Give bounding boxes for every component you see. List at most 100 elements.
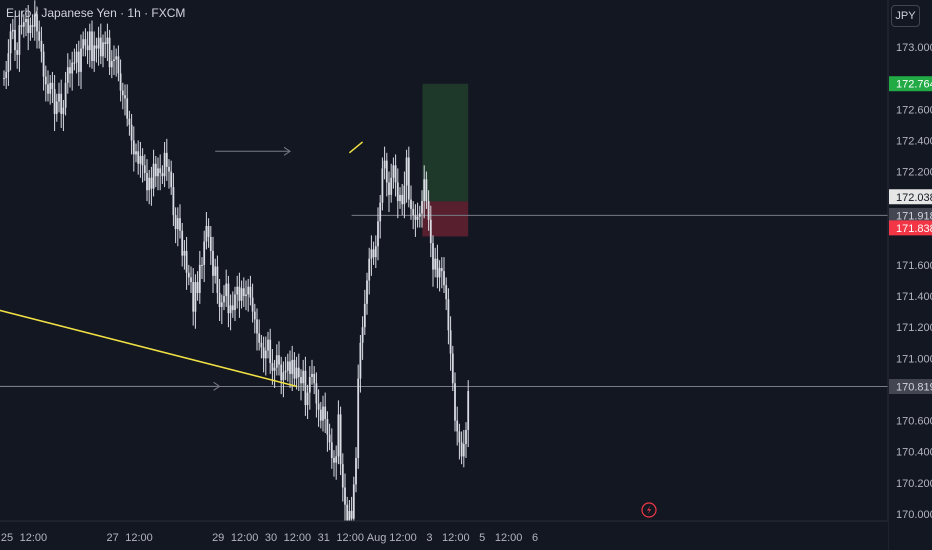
candle	[405, 157, 408, 186]
candle	[205, 226, 208, 242]
candle	[284, 370, 287, 373]
candle	[390, 177, 393, 195]
price-label	[889, 220, 932, 236]
candle	[179, 218, 181, 231]
candle	[5, 71, 8, 79]
x-tick-label: 25	[1, 532, 13, 544]
candle	[403, 185, 406, 205]
candle	[40, 40, 43, 52]
y-tick-label: 170.000	[896, 509, 932, 521]
candle	[308, 377, 311, 393]
x-tick-label: 5	[479, 532, 485, 544]
time-axis[interactable]	[0, 521, 888, 550]
candle	[315, 383, 318, 404]
candle	[106, 37, 109, 44]
candle	[388, 182, 390, 195]
candle	[25, 18, 27, 23]
candle	[293, 359, 296, 379]
candle	[108, 37, 111, 68]
candle	[273, 367, 276, 371]
candle	[93, 45, 96, 62]
candle	[326, 419, 329, 435]
candle	[458, 431, 461, 443]
candle	[33, 14, 36, 27]
candle	[401, 194, 404, 205]
candle	[157, 168, 159, 177]
candle	[22, 22, 25, 27]
price-axis[interactable]	[888, 0, 932, 550]
candle	[242, 288, 245, 297]
candle	[350, 510, 353, 519]
candle	[440, 268, 443, 272]
candle	[396, 182, 399, 202]
candle	[357, 378, 360, 458]
candle	[3, 78, 5, 80]
candle	[168, 166, 170, 172]
x-tick-label: 12:00	[20, 532, 48, 544]
candle	[339, 414, 342, 465]
candle	[355, 457, 357, 485]
trendline[interactable]	[348, 141, 364, 154]
candle	[18, 25, 21, 55]
candle	[344, 487, 346, 505]
y-tick-label: 172.600	[896, 104, 932, 116]
candle	[154, 163, 157, 177]
candle	[143, 165, 146, 174]
candle	[304, 370, 307, 406]
currency-button[interactable]: JPY	[891, 5, 920, 27]
candle	[438, 268, 441, 278]
candle	[467, 391, 470, 430]
lightning-bolt-icon[interactable]	[641, 502, 657, 518]
price-label-text: 172.038	[896, 192, 932, 204]
arrow-head	[213, 381, 221, 391]
y-tick-label: 173.000	[896, 42, 932, 54]
candle	[443, 271, 445, 286]
candle	[97, 37, 100, 49]
candle	[363, 303, 366, 328]
candle	[434, 258, 437, 270]
candle	[436, 258, 439, 278]
candle	[115, 56, 118, 60]
candle	[451, 353, 454, 384]
candle	[445, 285, 448, 300]
candle	[324, 406, 327, 420]
candle	[407, 157, 410, 200]
candle	[278, 355, 280, 365]
candle	[91, 31, 93, 62]
candle	[319, 409, 322, 421]
candle	[113, 59, 115, 62]
candle	[410, 199, 412, 209]
candle	[245, 294, 247, 297]
candle	[425, 179, 428, 202]
candle	[302, 370, 305, 384]
candle	[253, 311, 256, 320]
candle	[38, 31, 41, 41]
price-label-text: 171.838	[896, 223, 932, 235]
arrow-head	[283, 146, 291, 156]
candle	[262, 347, 265, 359]
lightning-glyph	[647, 505, 652, 515]
x-tick-label: 29	[212, 532, 224, 544]
candle	[414, 215, 417, 220]
candle	[297, 367, 300, 378]
candle	[132, 140, 135, 155]
candle	[58, 93, 60, 102]
candle	[394, 165, 397, 183]
candle	[88, 31, 91, 51]
candle	[152, 163, 155, 189]
candle	[249, 286, 252, 298]
trendline[interactable]	[0, 307, 297, 388]
candle	[317, 403, 320, 410]
candle	[337, 414, 340, 457]
candle	[385, 160, 388, 183]
candle	[104, 42, 107, 44]
candle	[311, 373, 313, 378]
candle	[207, 226, 210, 237]
candle	[174, 215, 177, 230]
candle	[135, 151, 137, 155]
candle	[51, 82, 54, 90]
candle	[31, 25, 34, 27]
y-tick-label: 170.600	[896, 416, 932, 428]
